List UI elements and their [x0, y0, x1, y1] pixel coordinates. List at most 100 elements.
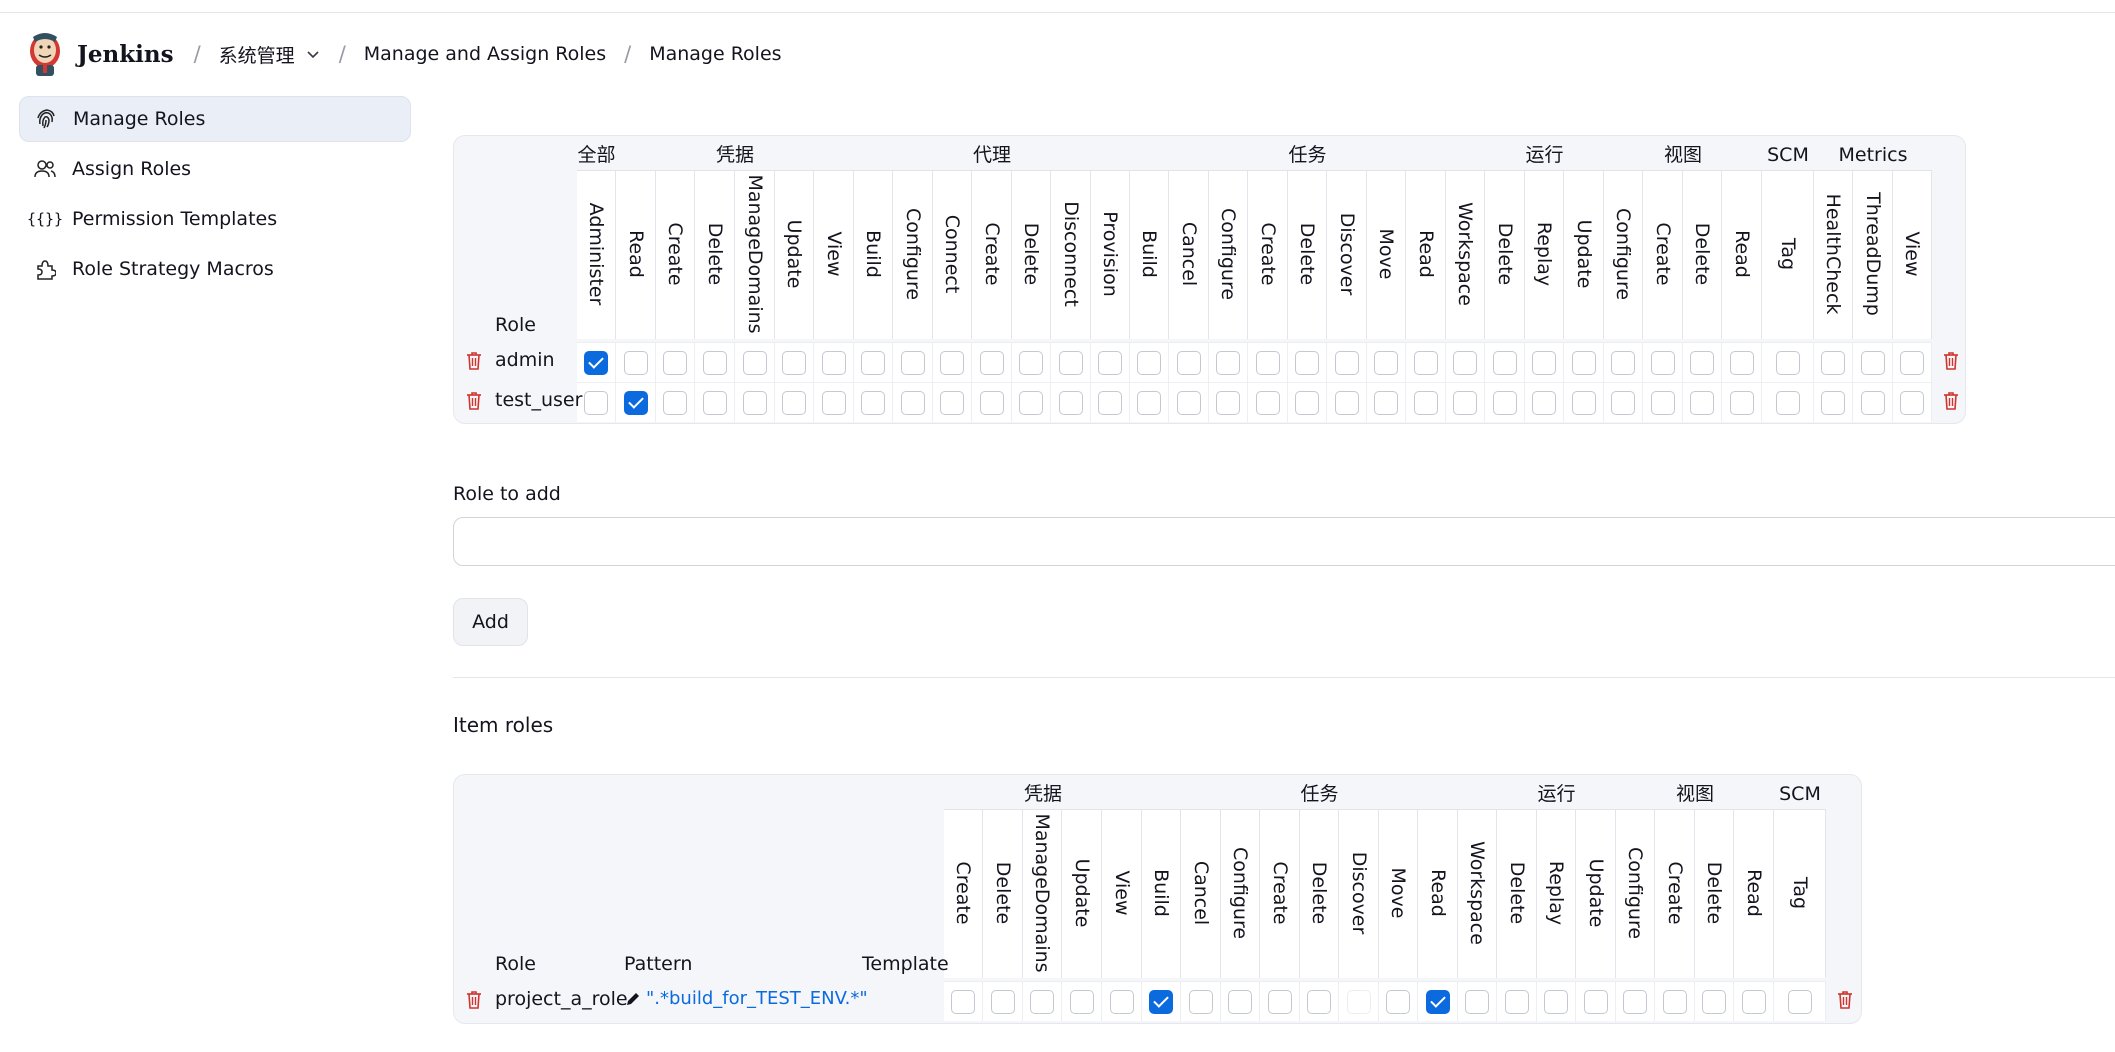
permission-checkbox[interactable]	[821, 390, 846, 415]
permission-checkbox[interactable]	[1741, 989, 1766, 1014]
permission-checkbox[interactable]	[1544, 989, 1568, 1014]
permission-checkbox[interactable]	[1690, 350, 1714, 375]
permission-checkbox[interactable]	[782, 350, 806, 375]
permission-checkbox[interactable]	[1571, 350, 1596, 375]
permission-checkbox[interactable]	[1109, 989, 1134, 1014]
permission-checkbox[interactable]	[1532, 390, 1556, 415]
permission-checkbox[interactable]	[951, 989, 975, 1014]
permission-checkbox[interactable]	[1702, 989, 1726, 1014]
brand-name[interactable]: Jenkins	[77, 40, 174, 68]
permission-checkbox[interactable]	[1900, 390, 1924, 415]
permission-checkbox[interactable]	[623, 390, 648, 415]
permission-checkbox[interactable]	[900, 350, 925, 375]
permission-checkbox[interactable]	[1374, 350, 1398, 375]
permission-checkbox[interactable]	[663, 390, 687, 415]
role-to-add-input[interactable]	[453, 517, 2115, 566]
delete-role-icon[interactable]	[466, 351, 482, 370]
permission-checkbox[interactable]	[663, 350, 687, 375]
delete-role-icon[interactable]	[466, 990, 482, 1009]
add-role-button[interactable]: Add	[453, 598, 528, 646]
permission-checkbox[interactable]	[1650, 390, 1675, 415]
permission-checkbox[interactable]	[584, 350, 608, 375]
permission-checkbox[interactable]	[702, 350, 727, 375]
permission-checkbox[interactable]	[940, 390, 964, 415]
permission-checkbox[interactable]	[1860, 350, 1885, 375]
permission-checkbox[interactable]	[1571, 390, 1596, 415]
permission-checkbox[interactable]	[1176, 390, 1201, 415]
permission-checkbox[interactable]	[1137, 350, 1161, 375]
breadcrumb-item-manage-assign[interactable]: Manage and Assign Roles	[363, 43, 607, 65]
permission-checkbox[interactable]	[1611, 350, 1635, 375]
permission-checkbox[interactable]	[1295, 390, 1319, 415]
permission-checkbox[interactable]	[1583, 989, 1608, 1014]
permission-checkbox[interactable]	[1334, 350, 1359, 375]
delete-role-icon[interactable]	[1837, 990, 1853, 1009]
permission-checkbox[interactable]	[1611, 390, 1635, 415]
permission-checkbox[interactable]	[1098, 390, 1122, 415]
permission-checkbox[interactable]	[1623, 989, 1647, 1014]
permission-checkbox[interactable]	[1386, 989, 1410, 1014]
sidebar-item-manage-roles[interactable]: Manage Roles	[19, 96, 411, 142]
permission-checkbox[interactable]	[1030, 989, 1054, 1014]
permission-checkbox[interactable]	[1729, 390, 1754, 415]
permission-checkbox[interactable]	[1787, 989, 1812, 1014]
permission-checkbox[interactable]	[1413, 350, 1438, 375]
permission-checkbox[interactable]	[1098, 350, 1122, 375]
permission-checkbox[interactable]	[1019, 350, 1043, 375]
permission-checkbox[interactable]	[1216, 390, 1240, 415]
permission-checkbox[interactable]	[861, 390, 885, 415]
delete-role-icon[interactable]	[1943, 351, 1959, 370]
chevron-down-icon[interactable]	[305, 46, 321, 62]
permission-checkbox[interactable]	[1453, 390, 1477, 415]
permission-checkbox[interactable]	[1492, 390, 1517, 415]
permission-checkbox[interactable]	[1775, 350, 1800, 375]
permission-checkbox[interactable]	[1650, 350, 1675, 375]
sidebar-item-permission-templates[interactable]: {{}} Permission Templates	[19, 196, 411, 242]
permission-checkbox[interactable]	[900, 390, 925, 415]
permission-checkbox[interactable]	[1821, 390, 1845, 415]
permission-checkbox[interactable]	[990, 989, 1015, 1014]
permission-checkbox[interactable]	[1374, 390, 1398, 415]
permission-checkbox[interactable]	[1453, 350, 1477, 375]
delete-role-icon[interactable]	[1943, 391, 1959, 410]
permission-checkbox[interactable]	[1058, 390, 1083, 415]
permission-checkbox[interactable]	[979, 350, 1004, 375]
permission-checkbox[interactable]	[742, 390, 767, 415]
permission-checkbox[interactable]	[1058, 350, 1083, 375]
permission-checkbox[interactable]	[1504, 989, 1529, 1014]
sidebar-item-assign-roles[interactable]: Assign Roles	[19, 146, 411, 192]
permission-checkbox[interactable]	[1775, 390, 1800, 415]
permission-checkbox[interactable]	[1465, 989, 1489, 1014]
permission-checkbox[interactable]	[1295, 350, 1319, 375]
permission-checkbox[interactable]	[1690, 390, 1714, 415]
permission-checkbox[interactable]	[1334, 390, 1359, 415]
permission-checkbox[interactable]	[1267, 989, 1292, 1014]
permission-checkbox[interactable]	[1900, 350, 1924, 375]
breadcrumb-item-manage-roles[interactable]: Manage Roles	[649, 43, 782, 65]
permission-checkbox[interactable]	[1492, 350, 1517, 375]
permission-checkbox[interactable]	[1228, 989, 1252, 1014]
pattern-link[interactable]: ".*build_for_TEST_ENV.*"	[624, 988, 868, 1009]
permission-checkbox[interactable]	[1346, 989, 1371, 1014]
permission-checkbox[interactable]	[861, 350, 885, 375]
jenkins-logo-icon[interactable]	[27, 31, 63, 77]
permission-checkbox[interactable]	[782, 390, 806, 415]
permission-checkbox[interactable]	[1729, 350, 1754, 375]
permission-checkbox[interactable]	[702, 390, 727, 415]
permission-checkbox[interactable]	[1413, 390, 1438, 415]
permission-checkbox[interactable]	[979, 390, 1004, 415]
sidebar-item-role-strategy-macros[interactable]: Role Strategy Macros	[19, 246, 411, 292]
permission-checkbox[interactable]	[1255, 350, 1280, 375]
permission-checkbox[interactable]	[1532, 350, 1556, 375]
permission-checkbox[interactable]	[1188, 989, 1213, 1014]
permission-checkbox[interactable]	[821, 350, 846, 375]
permission-checkbox[interactable]	[1176, 350, 1201, 375]
permission-checkbox[interactable]	[1821, 350, 1845, 375]
permission-checkbox[interactable]	[1019, 390, 1043, 415]
permission-checkbox[interactable]	[1069, 989, 1094, 1014]
permission-checkbox[interactable]	[742, 350, 767, 375]
breadcrumb-item-system[interactable]: 系统管理	[219, 41, 321, 68]
permission-checkbox[interactable]	[584, 390, 608, 415]
permission-checkbox[interactable]	[1137, 390, 1161, 415]
delete-role-icon[interactable]	[466, 391, 482, 410]
